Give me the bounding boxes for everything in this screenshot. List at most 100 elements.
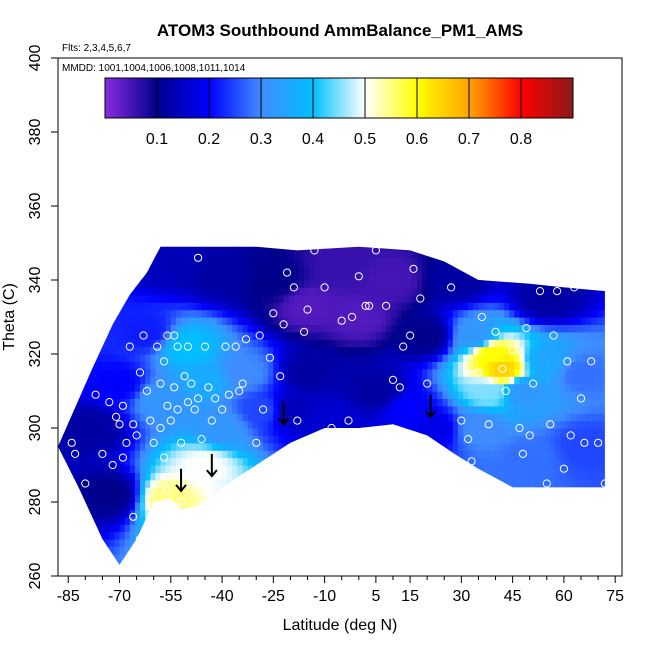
heatmap-cell xyxy=(520,435,526,443)
heatmap-cell xyxy=(540,569,546,577)
heatmap-cell xyxy=(396,509,402,517)
heatmap-cell xyxy=(566,376,572,384)
heatmap-cell xyxy=(196,524,202,532)
heatmap-cell xyxy=(499,317,505,325)
heatmap-cell xyxy=(284,280,290,288)
heatmap-cell xyxy=(340,250,346,258)
heatmap-cell xyxy=(176,273,182,281)
heatmap-cell xyxy=(540,472,546,480)
heatmap-cell xyxy=(155,435,161,443)
heatmap-cell xyxy=(63,487,69,495)
heatmap-cell xyxy=(155,546,161,554)
heatmap-cell xyxy=(566,243,572,251)
heatmap-cell xyxy=(238,398,244,406)
heatmap-cell xyxy=(325,258,331,266)
heatmap-cell xyxy=(478,524,484,532)
heatmap-cell xyxy=(448,509,454,517)
heatmap-cell xyxy=(309,413,315,421)
heatmap-cell xyxy=(94,347,100,355)
heatmap-cell xyxy=(437,406,443,414)
heatmap-cell xyxy=(586,339,592,347)
heatmap-cell xyxy=(145,472,151,480)
heatmap-cell xyxy=(535,280,541,288)
heatmap-cell xyxy=(104,517,110,525)
heatmap-cell xyxy=(155,495,161,503)
heatmap-cell xyxy=(437,376,443,384)
heatmap-cell xyxy=(540,302,546,310)
heatmap-cell xyxy=(591,428,597,436)
heatmap-cell xyxy=(581,450,587,458)
heatmap-cell xyxy=(391,569,397,577)
heatmap-cell xyxy=(484,258,490,266)
heatmap-cell xyxy=(550,458,556,466)
heatmap-cell xyxy=(402,546,408,554)
heatmap-cell xyxy=(437,236,443,244)
heatmap-cell xyxy=(391,524,397,532)
heatmap-cell xyxy=(555,384,561,392)
heatmap-cell xyxy=(284,569,290,577)
heatmap-cell xyxy=(386,517,392,525)
heatmap-cell xyxy=(253,391,259,399)
heatmap-cell xyxy=(294,236,300,244)
heatmap-cell xyxy=(89,369,95,377)
heatmap-cell xyxy=(248,369,254,377)
heatmap-cell xyxy=(58,317,64,325)
heatmap-cell xyxy=(289,428,295,436)
heatmap-cell xyxy=(437,250,443,258)
heatmap-cell xyxy=(238,421,244,429)
heatmap-cell xyxy=(412,258,418,266)
heatmap-cell xyxy=(104,406,110,414)
heatmap-cell xyxy=(335,421,341,429)
heatmap-cell xyxy=(535,413,541,421)
heatmap-cell xyxy=(196,554,202,562)
heatmap-cell xyxy=(202,509,208,517)
heatmap-cell xyxy=(350,265,356,273)
heatmap-cell xyxy=(207,310,213,318)
heatmap-cell xyxy=(227,524,233,532)
heatmap-cell xyxy=(166,258,172,266)
heatmap-cell xyxy=(463,546,469,554)
heatmap-cell xyxy=(284,295,290,303)
heatmap-cell xyxy=(227,480,233,488)
heatmap-cell xyxy=(545,243,551,251)
heatmap-cell xyxy=(279,339,285,347)
heatmap-cell xyxy=(581,265,587,273)
heatmap-cell xyxy=(525,258,531,266)
heatmap-cell xyxy=(561,265,567,273)
heatmap-cell xyxy=(171,480,177,488)
heatmap-cell xyxy=(448,332,454,340)
heatmap-cell xyxy=(63,480,69,488)
heatmap-cell xyxy=(202,502,208,510)
heatmap-cell xyxy=(371,443,377,451)
heatmap-cell xyxy=(238,539,244,547)
heatmap-cell xyxy=(602,406,608,414)
heatmap-cell xyxy=(427,317,433,325)
heatmap-cell xyxy=(68,347,74,355)
heatmap-cell xyxy=(484,376,490,384)
heatmap-cell xyxy=(463,524,469,532)
heatmap-cell xyxy=(145,398,151,406)
heatmap-cell xyxy=(135,509,141,517)
heatmap-cell xyxy=(79,295,85,303)
heatmap-cell xyxy=(484,384,490,392)
heatmap-cell xyxy=(294,561,300,569)
heatmap-cell xyxy=(417,317,423,325)
heatmap-cell xyxy=(207,339,213,347)
heatmap-cell xyxy=(422,428,428,436)
heatmap-cell xyxy=(202,428,208,436)
heatmap-cell xyxy=(417,509,423,517)
heatmap-cell xyxy=(202,465,208,473)
heatmap-cell xyxy=(463,517,469,525)
heatmap-cell xyxy=(248,265,254,273)
heatmap-cell xyxy=(468,406,474,414)
heatmap-cell xyxy=(381,391,387,399)
heatmap-cell xyxy=(473,250,479,258)
heatmap-cell xyxy=(432,287,438,295)
heatmap-cell xyxy=(94,280,100,288)
heatmap-cell xyxy=(222,554,228,562)
heatmap-cell xyxy=(612,524,618,532)
heatmap-cell xyxy=(273,517,279,525)
heatmap-cell xyxy=(73,265,79,273)
heatmap-cell xyxy=(94,236,100,244)
heatmap-cell xyxy=(273,487,279,495)
